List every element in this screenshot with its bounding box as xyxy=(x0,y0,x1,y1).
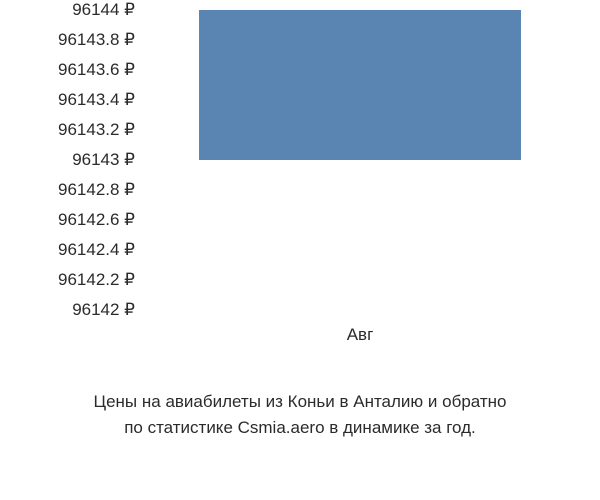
plot-area: Авг xyxy=(145,10,575,310)
chart-caption: Цены на авиабилеты из Коньи в Анталию и … xyxy=(0,389,600,440)
y-tick-label: 96144 ₽ xyxy=(72,0,135,20)
y-tick-label: 96142.2 ₽ xyxy=(58,270,135,290)
y-tick-label: 96142.4 ₽ xyxy=(58,240,135,260)
y-tick-label: 96143.6 ₽ xyxy=(58,60,135,80)
y-axis: 96144 ₽96143.8 ₽96143.6 ₽96143.4 ₽96143.… xyxy=(0,10,140,310)
y-tick-label: 96143.2 ₽ xyxy=(58,120,135,140)
caption-line1: Цены на авиабилеты из Коньи в Анталию и … xyxy=(94,392,507,411)
chart-container: 96144 ₽ 96143.8 ₽ 96143.6 ₽ 96143.4 ₽ 96143.… xyxy=(0,0,600,370)
y-tick-label: 96143.8 ₽ xyxy=(58,30,135,50)
y-tick-label: 96142 ₽ xyxy=(72,300,135,320)
y-tick-label: 96142.6 ₽ xyxy=(58,210,135,230)
y-tick-label: 96143.4 ₽ xyxy=(58,90,135,110)
caption-line2: по статистике Csmia.aero в динамике за г… xyxy=(124,418,476,437)
x-tick-label: Авг xyxy=(347,325,374,345)
y-tick-label: 96142.8 ₽ xyxy=(58,180,135,200)
bar xyxy=(199,10,522,160)
y-tick-label: 96143 ₽ xyxy=(72,150,135,170)
